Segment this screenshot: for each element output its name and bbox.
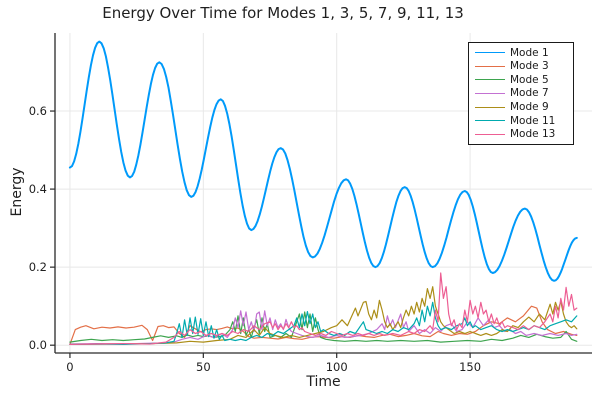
legend-label: Mode 3 [510,60,549,73]
legend-line-swatch [475,93,505,95]
legend-line-swatch [475,52,505,54]
chart-title: Energy Over Time for Modes 1, 3, 5, 7, 9… [102,4,464,22]
y-tick-label: 0.6 [29,104,47,118]
legend-item-mode-11: Mode 11 [475,114,573,128]
x-tick-label: 0 [66,360,73,374]
legend-line-swatch [475,120,505,122]
x-tick-label: 150 [459,360,481,374]
legend-item-mode-9: Mode 9 [475,100,573,114]
legend-label: Mode 1 [510,46,549,59]
y-tick-label: 0.0 [29,338,47,352]
legend-line-swatch [475,79,505,81]
legend-item-mode-1: Mode 1 [475,46,573,60]
legend-label: Mode 5 [510,73,549,86]
legend-line-swatch [475,65,505,67]
series-line-mode-13 [69,272,578,345]
legend-label: Mode 9 [510,100,549,113]
legend-box: Mode 1 Mode 3 Mode 5 Mode 7 Mode 9 Mode 11 Mod… [468,42,574,146]
x-tick-label: 50 [196,360,211,374]
legend-label: Mode 11 [510,114,556,127]
y-tick-label: 0.4 [29,182,47,196]
series-line-mode-7 [69,310,578,345]
legend-label: Mode 7 [510,87,549,100]
y-tick-label: 0.2 [29,260,47,274]
x-tick-label: 100 [326,360,348,374]
legend-line-swatch [475,133,505,135]
legend-item-mode-7: Mode 7 [475,87,573,101]
x-axis-label: Time [306,374,341,390]
series-line-mode-5 [69,311,578,343]
series-line-mode-9 [69,286,578,345]
legend-item-mode-13: Mode 13 [475,128,573,142]
legend-label: Mode 13 [510,128,556,141]
legend-line-swatch [475,106,505,108]
legend-item-mode-3: Mode 3 [475,60,573,74]
series-line-mode-1 [68,40,578,282]
series-line-mode-11 [69,301,578,345]
legend-item-mode-5: Mode 5 [475,73,573,87]
